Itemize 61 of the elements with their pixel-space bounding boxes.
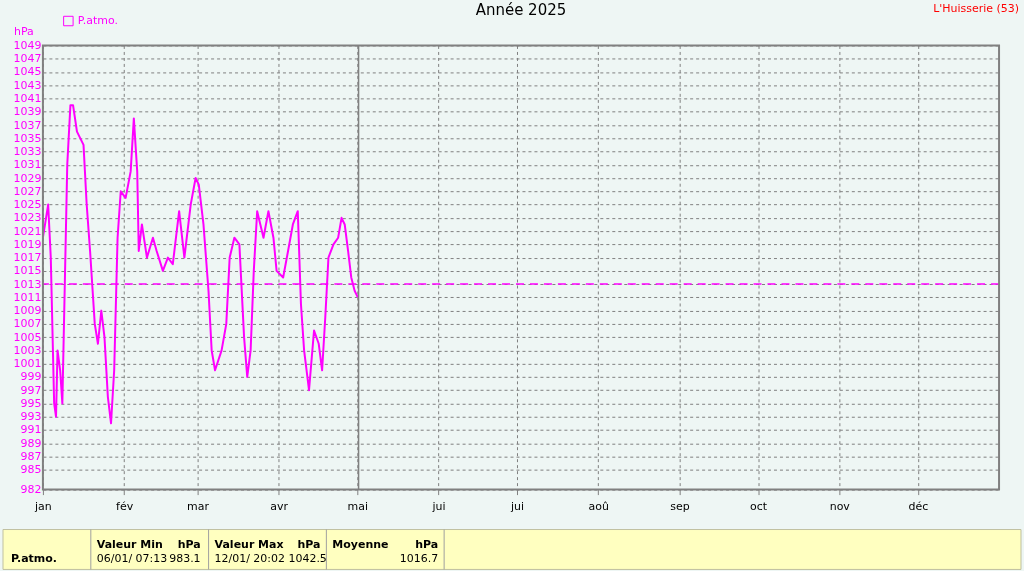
y-tick-label: 1025 (13, 198, 42, 212)
x-tick-label: avr (270, 500, 289, 514)
x-tick-label: fév (116, 500, 134, 514)
y-tick-label: 1047 (13, 52, 42, 66)
y-tick-label: 1011 (13, 290, 42, 304)
text: Moyenne (332, 538, 389, 552)
y-tick-label: 1017 (13, 251, 42, 265)
y-tick-label: 1045 (13, 65, 42, 79)
x-tick-label: oct (750, 500, 768, 514)
y-tick-label: 1009 (13, 304, 42, 318)
chart-title: Année 2025 (475, 0, 567, 19)
y-tick-label: 1029 (13, 171, 42, 185)
y-tick-label: 982 (20, 483, 42, 497)
text: L'Huisserie (53) (933, 1, 1020, 15)
text: 983.1 (169, 552, 201, 566)
y-axis-title: hPa (13, 25, 34, 39)
text: Valeur Min (96, 538, 163, 552)
y-tick-label: 991 (20, 423, 42, 437)
x-tick-label: jan (34, 500, 52, 514)
y-tick-label: 1005 (13, 330, 42, 344)
text: hPa (177, 538, 201, 552)
y-tick-label: 997 (20, 383, 42, 397)
text: 1016.7 (399, 552, 439, 566)
text: hPa (297, 538, 321, 552)
x-tick-label: mar (187, 500, 210, 514)
y-tick-label: 1035 (13, 131, 42, 145)
text: hPa (415, 538, 439, 552)
x-tick-label: jui (431, 500, 446, 514)
y-tick-label: 1033 (13, 145, 42, 159)
y-tick-label: 1001 (13, 357, 42, 371)
y-tick-label: 989 (20, 436, 42, 450)
y-tick-label: 1007 (13, 317, 42, 331)
y-tick-label: 995 (20, 396, 42, 410)
y-tick-label: 1041 (13, 91, 42, 105)
text: Valeur Max (214, 538, 284, 552)
legend-label: P.atmo. (77, 14, 118, 28)
x-tick-label: mai (347, 500, 368, 514)
y-tick-label: 987 (20, 449, 42, 463)
y-tick-label: 1043 (13, 78, 42, 92)
y-tick-label: 1013 (13, 277, 42, 291)
y-tick-label: 1021 (13, 224, 42, 238)
text: 06/01/ 07:13 (96, 552, 168, 566)
x-tick-label: déc (908, 500, 929, 514)
y-tick-label: 1039 (13, 105, 42, 119)
y-tick-label: 985 (20, 463, 42, 477)
y-tick-label: 1037 (13, 118, 42, 132)
x-tick-label: aoû (588, 500, 609, 514)
y-tick-label: 1003 (13, 343, 42, 357)
y-tick-label: 1019 (13, 237, 42, 251)
y-tick-label: 1015 (13, 264, 42, 278)
y-tick-label: 1049 (13, 38, 42, 52)
y-tick-label: 999 (20, 370, 42, 384)
x-tick-label: nov (829, 500, 851, 514)
y-tick-label: 1031 (13, 158, 42, 172)
text: P.atmo. (10, 552, 57, 566)
x-tick-label: jui (510, 500, 525, 514)
text: 12/01/ 20:02 1042.5 (214, 552, 327, 566)
x-tick-label: sep (670, 500, 690, 514)
y-tick-label: 993 (20, 410, 42, 424)
y-tick-label: 1023 (13, 211, 42, 225)
y-tick-label: 1027 (13, 184, 42, 198)
